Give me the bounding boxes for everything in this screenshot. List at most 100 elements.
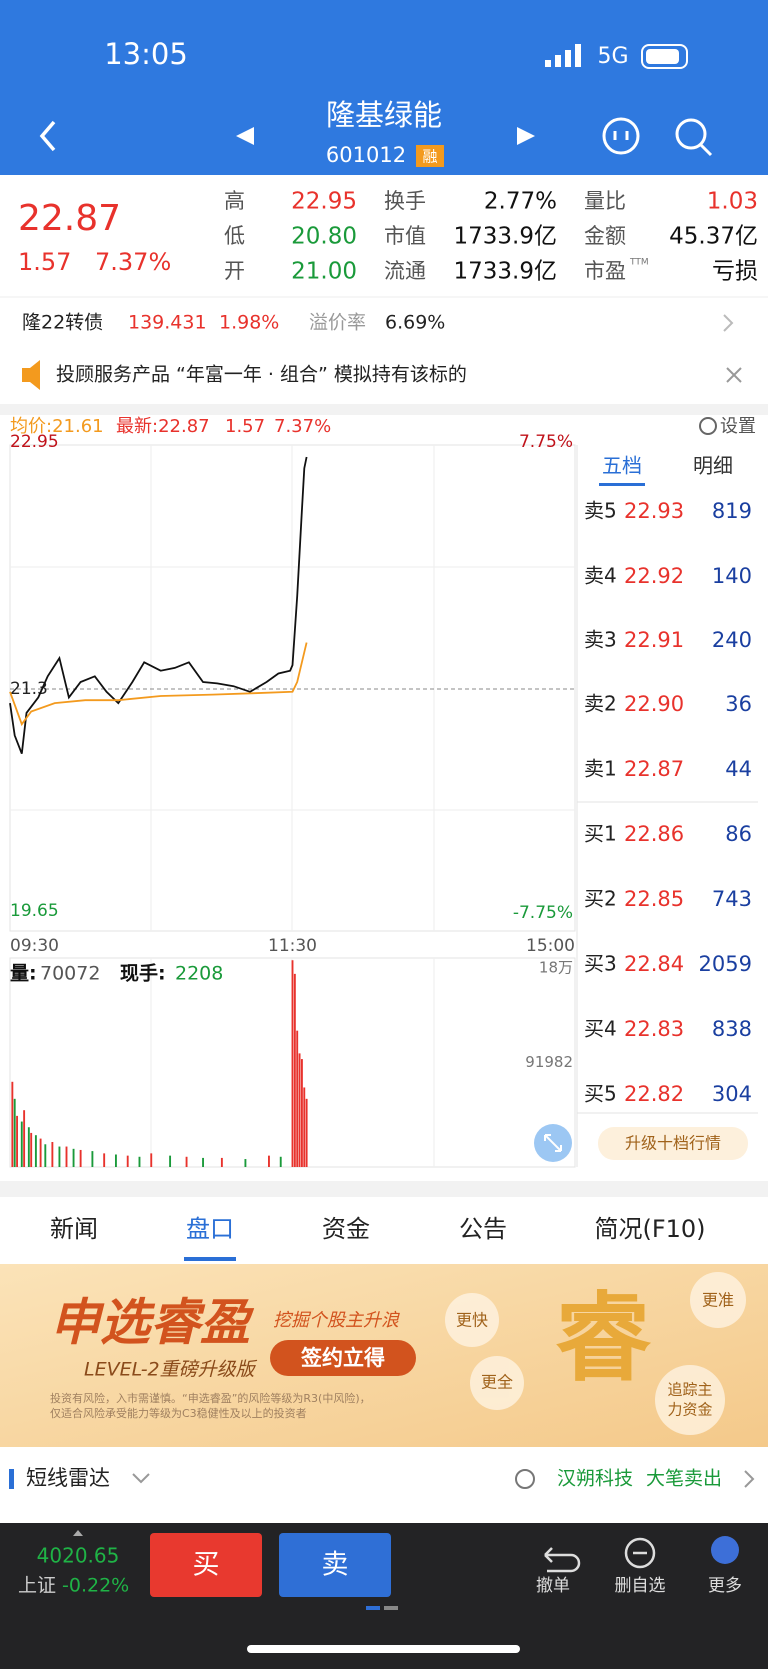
undo-icon[interactable] — [544, 1547, 581, 1573]
book-tab[interactable]: 五档 — [602, 454, 642, 478]
hand-value: 2208 — [175, 963, 223, 985]
more-icon[interactable] — [711, 1536, 739, 1564]
action[interactable]: 撤单 — [536, 1576, 570, 1596]
volume-bar — [138, 1156, 141, 1167]
disclaimer: 投资有风险，入市需谨慎。“申选睿盈”的风险等级为R3(中风险)， — [50, 1391, 371, 1405]
book-label: 卖3 — [584, 628, 617, 652]
upgrade-button[interactable]: 升级十档行情 — [625, 1134, 721, 1153]
field-label: 流通 — [384, 259, 426, 283]
buy-bg[interactable] — [150, 1533, 262, 1597]
bond-arrow[interactable] — [723, 314, 734, 332]
latest-pct: 7.37% — [274, 416, 331, 437]
next-stock[interactable] — [517, 127, 535, 145]
volume-bar — [65, 1146, 68, 1167]
disclaimer: 仅适合风险承受能力等级为C3稳健性及以上的投资者 — [50, 1406, 307, 1420]
banner-cta[interactable]: 签约立得 — [300, 1346, 385, 1370]
radar-signal[interactable]: 大笔卖出 — [646, 1468, 722, 1490]
field-value: 1733.9亿 — [454, 259, 557, 285]
latest-price: 最新:22.87 — [116, 416, 210, 437]
book-volume: 2059 — [699, 952, 752, 976]
search-button[interactable] — [675, 118, 713, 157]
bond-pct: 1.98% — [219, 312, 279, 334]
volume-bar — [303, 1087, 306, 1167]
volume-bar — [16, 1115, 19, 1167]
book-price: 22.84 — [624, 952, 684, 976]
sell-button[interactable]: 卖 — [322, 1550, 349, 1581]
signal-icon — [545, 44, 581, 67]
book-label: 卖2 — [584, 692, 617, 716]
index-pct[interactable]: -0.22% — [62, 1575, 129, 1597]
volume-bar — [126, 1155, 129, 1167]
y-tick-label: 19.65 — [10, 901, 59, 921]
upgrade-bg[interactable] — [598, 1127, 748, 1160]
field-label: 开 — [224, 259, 245, 283]
tab[interactable]: 资金 — [322, 1215, 370, 1243]
tab[interactable]: 盘口 — [186, 1215, 234, 1243]
settings-icon[interactable] — [699, 417, 717, 435]
network: 5G — [597, 44, 628, 69]
volume-bar — [34, 1135, 37, 1167]
radar-settings[interactable] — [515, 1469, 535, 1489]
home-indicator — [247, 1645, 520, 1653]
volume-bar — [103, 1153, 106, 1167]
tab[interactable]: 新闻 — [50, 1215, 98, 1243]
book-label: 买3 — [584, 952, 617, 976]
book-label: 卖5 — [584, 499, 617, 523]
action[interactable]: 更多 — [708, 1576, 742, 1596]
prev-stock[interactable] — [236, 127, 254, 145]
field-value: 亏损 — [712, 259, 758, 285]
radar-dropdown[interactable] — [132, 1473, 150, 1484]
chat-button[interactable] — [602, 117, 640, 155]
book-price: 22.91 — [624, 628, 684, 652]
volume-bar — [305, 1098, 308, 1167]
x-tick-label: 15:00 — [526, 936, 575, 956]
hand-label: 现手: — [120, 962, 166, 985]
buy-button[interactable]: 买 — [193, 1550, 220, 1581]
banner-tag: 更全 — [481, 1373, 513, 1392]
latest-change: 1.57 — [225, 416, 265, 437]
back-button[interactable] — [39, 120, 56, 152]
stock-code: 601012 — [326, 143, 406, 167]
volume-bar — [244, 1159, 247, 1167]
cta-bg[interactable] — [270, 1340, 416, 1376]
notice[interactable]: 投顾服务产品 “年富一年 · 组合” 模拟持有该标的 — [56, 364, 467, 386]
volume-value: 70072 — [40, 963, 100, 985]
settings[interactable]: 设置 — [720, 416, 756, 437]
battery — [641, 44, 688, 69]
radar-stock[interactable]: 汉朔科技 — [557, 1468, 633, 1490]
book-label: 买1 — [584, 822, 617, 846]
premium: 6.69% — [385, 312, 445, 334]
change: 1.57 — [18, 248, 71, 276]
volume-bar — [30, 1132, 33, 1167]
index-name[interactable]: 上证 — [18, 1575, 56, 1597]
sell-bg[interactable] — [279, 1533, 391, 1597]
radar-arrow[interactable] — [744, 1470, 755, 1488]
volume-bar — [279, 1156, 282, 1167]
tab[interactable]: 公告 — [459, 1215, 507, 1243]
book-volume: 304 — [712, 1082, 752, 1106]
tab-underline — [599, 483, 645, 486]
book-volume: 743 — [712, 887, 752, 911]
tabs: 新闻 盘口 资金 公告 简况(F10) — [50, 1215, 706, 1261]
volume-bar — [91, 1151, 94, 1167]
tab[interactable]: 简况(F10) — [594, 1215, 705, 1243]
book-label: 买5 — [584, 1082, 617, 1106]
remove-icon[interactable] — [624, 1537, 656, 1569]
banner-tag: 更快 — [456, 1311, 488, 1330]
status-time: 13:05 — [104, 37, 188, 71]
book-tab[interactable]: 明细 — [693, 454, 733, 478]
y-tick-label: 91982 — [525, 1053, 573, 1071]
volume-bar — [114, 1154, 117, 1167]
volume-bar — [79, 1149, 82, 1167]
price-line — [9, 456, 308, 755]
book-label: 买2 — [584, 887, 617, 911]
action[interactable]: 删自选 — [615, 1576, 666, 1596]
book-label: 卖1 — [584, 757, 617, 781]
index-value[interactable]: 4020.65 — [37, 1544, 120, 1568]
close-notice[interactable] — [726, 367, 742, 383]
book-price: 22.92 — [624, 564, 684, 588]
radar-title[interactable]: 短线雷达 — [26, 1466, 110, 1490]
y-tick-label: 21.3 — [10, 679, 48, 699]
volume-bar — [44, 1144, 47, 1167]
